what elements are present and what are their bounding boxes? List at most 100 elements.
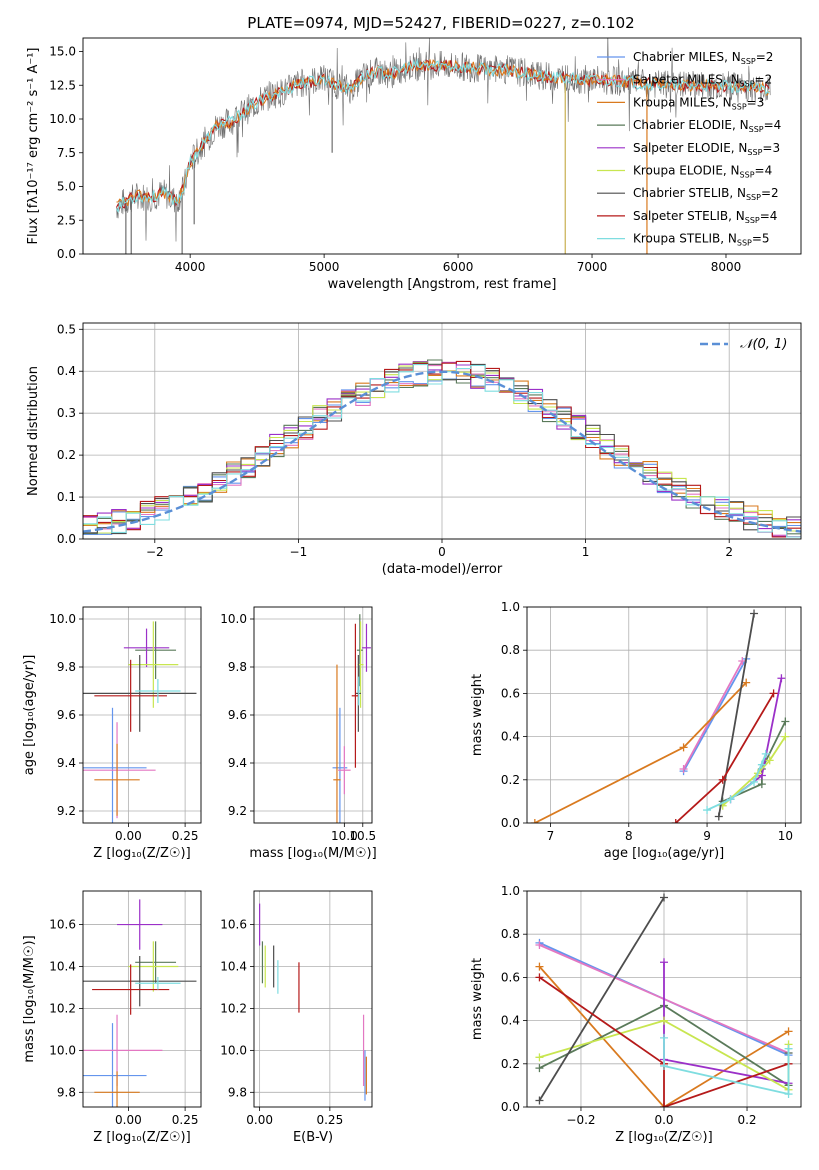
- y-tick-label: 9.8: [57, 660, 76, 674]
- x-axis-label: Z [log₁₀(Z/Z☉)]: [93, 1130, 190, 1145]
- y-tick-label: 0.4: [501, 730, 520, 744]
- weight-marker-krou_stelib: [784, 1044, 793, 1053]
- weight-marker-krou_elodie: [765, 756, 774, 765]
- weight-marker-krou_stelib: [660, 1033, 668, 1042]
- weight-marker-salp_stelib: [671, 819, 680, 823]
- y-tick-label: 10.0: [220, 612, 247, 626]
- spectrum-plot: [116, 38, 771, 254]
- y-tick-label: 10.0: [49, 612, 76, 626]
- y-tick-label: 0.0: [501, 816, 520, 830]
- y-tick-label: 0.1: [57, 490, 76, 504]
- legend-entry: Kroupa STELIB, NSSP=5: [633, 232, 770, 248]
- weight-marker-chab_stelib: [750, 609, 759, 618]
- model-spectrum-krou_stelib: [116, 58, 770, 214]
- residuals-frame: [82, 322, 802, 540]
- legend-entry-value: =3: [747, 95, 765, 109]
- x-tick-label: 0.00: [115, 829, 142, 843]
- legend-entry: Chabrier STELIB, NSSP=2: [633, 186, 779, 202]
- x-tick-label: 0.2: [737, 1113, 756, 1127]
- y-tick-label: 10.2: [49, 1001, 76, 1015]
- legend-entry-text: Salpeter ELODIE, N: [633, 141, 747, 155]
- weight-line-salp_stelib: [538, 976, 789, 1107]
- y-tick-label: 10.0: [49, 112, 76, 126]
- x-tick-label: 7: [547, 829, 555, 843]
- weight-marker-salp_elodie: [660, 958, 668, 967]
- x-tick-label: 0: [438, 545, 446, 559]
- legend-entry: Chabrier MILES, NSSP=2: [633, 50, 773, 66]
- residual-legend: 𝒩(0, 1): [700, 337, 787, 352]
- weight-marker-krou_stelib: [703, 806, 712, 815]
- x-tick-label: 10.5: [349, 829, 376, 843]
- legend-entry-value: =4: [755, 164, 773, 178]
- y-tick-label: 0.4: [501, 1014, 520, 1028]
- weight-marker-krou_stelib: [750, 777, 759, 786]
- x-tick-label: 0.00: [115, 1113, 142, 1127]
- y-tick-label: 10.0: [49, 1043, 76, 1057]
- x-axis-label: (data-model)/error: [382, 562, 503, 577]
- age_vs_Z-axes: 0.00 0.25 9.2 9.4 9.6 9.8 10.0 Z [log₁₀(Z/Z☉)] a…: [22, 607, 201, 861]
- y-tick-label: 0.3: [57, 406, 76, 420]
- legend-entry-subscript: SSP: [747, 148, 762, 157]
- x-tick-label: −0.2: [566, 1113, 595, 1127]
- legend-entry-value: =3: [762, 141, 780, 155]
- legend-entry-subscript: SSP: [740, 171, 755, 180]
- weight-marker-salp_stelib: [769, 689, 778, 698]
- legend-entry-subscript: SSP: [749, 125, 764, 134]
- weight_vs_Z-plot: [535, 893, 793, 1107]
- mass_vs_Z-axes: 0.00 0.25 9.8 10.0 10.2 10.4 10.6 Z [log₁₀(Z/Z☉…: [22, 891, 201, 1145]
- weight-marker-krou_stelib: [660, 1061, 668, 1070]
- weight-marker-krou_stelib: [761, 749, 770, 758]
- legend-entry-value: =2: [756, 50, 774, 64]
- legend-entry-subscript: SSP: [732, 102, 747, 111]
- legend-entry-value: =5: [752, 232, 770, 246]
- figure-title: PLATE=0974, MJD=52427, FIBERID=0227, z=0…: [247, 14, 634, 32]
- y-tick-label: 0.6: [501, 686, 520, 700]
- y-tick-label: 9.8: [57, 1085, 76, 1099]
- x-tick-label: 1: [582, 545, 590, 559]
- weight-marker-salp_stelib: [535, 973, 544, 982]
- y-tick-label: 9.4: [57, 756, 76, 770]
- legend-entry-subscript: SSP: [740, 80, 755, 89]
- weight-marker-krou_stelib: [726, 795, 735, 804]
- y-tick-label: 0.0: [57, 532, 76, 546]
- y-tick-label: 0.5: [57, 322, 76, 336]
- y-tick-label: 9.6: [57, 708, 76, 722]
- y-tick-label: 10.2: [220, 1001, 247, 1015]
- x-tick-label: 0.0: [654, 1113, 673, 1127]
- x-axis-label: age [log₁₀(age/yr)]: [604, 846, 725, 861]
- legend-entry-text: Chabrier STELIB, N: [633, 186, 746, 200]
- x-tick-label: 0.25: [172, 829, 199, 843]
- x-axis-label: mass [log₁₀(M/M☉)]: [249, 846, 376, 861]
- weight-line-chab_stelib: [538, 897, 665, 1101]
- legend-entry: Kroupa MILES, NSSP=3: [633, 95, 764, 111]
- legend-entry: Salpeter ELODIE, NSSP=3: [633, 141, 780, 157]
- x-tick-label: 0.00: [246, 1113, 273, 1127]
- weight-marker-krou_miles: [679, 743, 688, 752]
- x-tick-label: 7000: [577, 260, 608, 274]
- y-axis-label: mass weight: [470, 958, 485, 1040]
- weight-marker-chab_elodie: [781, 717, 790, 726]
- x-tick-label: 8: [625, 829, 633, 843]
- weight-line-krou_stelib: [663, 1037, 790, 1096]
- x-axis-label: Z [log₁₀(Z/Z☉)]: [615, 1130, 712, 1145]
- weight_vs_age-plot: [530, 609, 790, 823]
- y-tick-label: 9.2: [228, 804, 247, 818]
- legend-entry-text: Salpeter MILES, N: [633, 73, 740, 87]
- legend-entry-text: Kroupa ELODIE, N: [633, 164, 740, 178]
- y-tick-label: 0.4: [57, 364, 76, 378]
- age_vs_mass-plot: [332, 614, 371, 823]
- x-tick-label: 8000: [711, 260, 742, 274]
- legend-entry-value: =4: [764, 118, 782, 132]
- legend-entry-subscript: SSP: [746, 193, 761, 202]
- x-tick-label: 0.25: [316, 1113, 343, 1127]
- weight-marker-krou_elodie: [781, 732, 790, 741]
- weight-marker-salp_elodie: [777, 674, 786, 683]
- y-tick-label: 1.0: [501, 884, 520, 898]
- weight-marker-krou_miles: [742, 678, 751, 687]
- weight-marker-krou_elodie: [660, 1016, 668, 1025]
- legend-entry: Kroupa ELODIE, NSSP=4: [633, 164, 772, 180]
- y-tick-label: 10.6: [220, 918, 247, 932]
- y-tick-label: 0.2: [501, 1057, 520, 1071]
- legend-entry-value: =2: [761, 186, 779, 200]
- mass_vs_Z-frame: [82, 890, 202, 1108]
